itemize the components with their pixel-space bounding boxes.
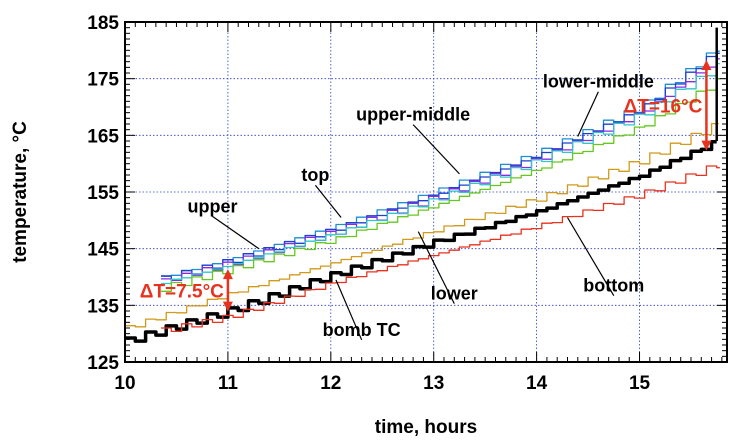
- delta-arrow-head-up-1: [701, 60, 711, 70]
- x-tick-label-3: 13: [423, 373, 444, 394]
- annotation-leader-3: [212, 216, 258, 248]
- x-tick-label-5: 15: [629, 373, 651, 394]
- delta-label-1: ΔT=16°C: [624, 96, 703, 117]
- delta-markers: ΔT=7.5°C ΔT=16°C: [140, 60, 712, 312]
- x-tick-label-0: 10: [114, 373, 135, 394]
- y-tick-label-2: 145: [87, 240, 119, 261]
- annotation-label-6: bomb TC: [323, 320, 401, 340]
- annotation-label-5: bottom: [583, 276, 644, 296]
- annotation-label-2: top: [301, 165, 329, 185]
- annotation-label-0: lower-middle: [543, 72, 654, 92]
- y-tick-label-4: 165: [87, 126, 119, 147]
- annotation-leader-2: [315, 185, 341, 217]
- y-axis-label: temperature, °C: [10, 121, 31, 263]
- y-tick-labels: 125 135 145 155 165 175 185: [87, 13, 119, 374]
- x-axis-label: time, hours: [375, 417, 477, 438]
- y-tick-label-0: 125: [87, 353, 119, 374]
- annotation-leader-1: [413, 125, 459, 174]
- y-tick-label-5: 175: [87, 70, 119, 91]
- annotation-label-1: upper-middle: [356, 105, 470, 125]
- annotation-label-3: upper: [187, 196, 237, 216]
- y-tick-label-6: 185: [87, 13, 119, 34]
- x-tick-labels: 10 11 12 13 14 15: [114, 373, 650, 394]
- x-tick-label-4: 14: [526, 373, 548, 394]
- y-tick-label-1: 135: [87, 296, 119, 317]
- annotation-label-4: lower: [431, 284, 478, 304]
- x-tick-label-2: 12: [320, 373, 341, 394]
- x-tick-label-1: 11: [218, 373, 239, 394]
- series-upper-middle: [161, 59, 720, 281]
- y-tick-label-3: 155: [87, 183, 119, 204]
- delta-label-0: ΔT=7.5°C: [140, 281, 224, 302]
